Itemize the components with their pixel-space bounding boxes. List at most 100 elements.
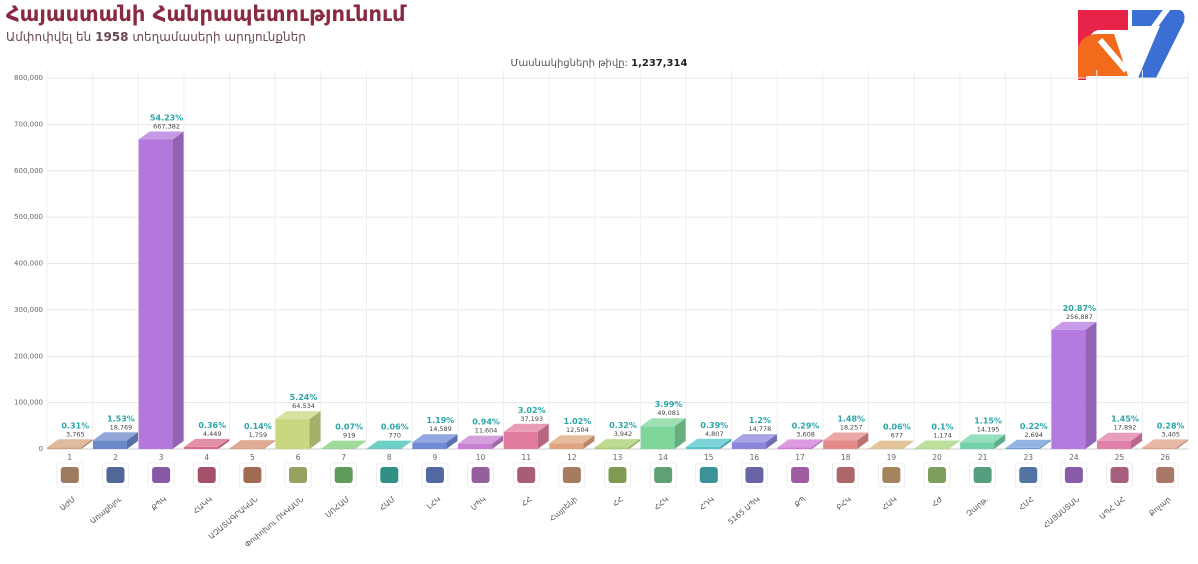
bar	[686, 446, 721, 449]
count-label: 14,195	[977, 425, 1000, 433]
bar	[731, 442, 766, 449]
category-number: 19	[887, 453, 897, 462]
bar-group: 0.28%3,405 26 Քոչար	[1142, 421, 1188, 518]
bar-group: 0.32%3,942 13 ՀՀ	[595, 421, 640, 508]
bar	[960, 442, 995, 449]
bar	[47, 447, 82, 449]
bar-top	[868, 440, 914, 449]
category-name: ԲՀԿ	[835, 495, 853, 512]
bar-top	[960, 434, 1006, 443]
bar-top	[366, 440, 412, 449]
percent-label: 0.39%	[700, 421, 728, 430]
percent-label: 20.87%	[1063, 304, 1096, 313]
category-name: ՔՊԿ	[149, 495, 168, 513]
bar-top	[458, 435, 504, 444]
count-label: 2,694	[1024, 431, 1043, 439]
stars-banner-logo-icon	[1014, 462, 1042, 488]
category-name: ԼՀԿ	[425, 495, 442, 511]
gold-emblem-logo-icon	[1151, 462, 1179, 488]
checkmark-logo-icon	[1074, 4, 1186, 80]
bar	[229, 448, 264, 449]
category-name: ՀԱՅԱՍՏԱՆ	[1041, 494, 1081, 530]
subtitle-count: 1958	[95, 30, 129, 44]
category-name: Առաքելու	[88, 494, 123, 525]
orange-square-logo-icon	[56, 462, 84, 488]
brand-logo	[1068, 0, 1192, 84]
bar-top	[1142, 439, 1188, 448]
bar-top	[914, 440, 960, 449]
count-label: 4,449	[203, 430, 222, 438]
bar	[595, 447, 629, 449]
bar-top	[731, 434, 777, 443]
category-number: 25	[1115, 453, 1125, 462]
star-logo-icon	[284, 462, 312, 488]
percent-label: 54.23%	[150, 114, 183, 123]
count-label: 3,942	[614, 430, 633, 438]
category-number: 4	[204, 453, 209, 462]
bar-side	[81, 439, 93, 449]
bar-top	[1097, 432, 1143, 441]
bar-side	[902, 440, 914, 449]
percent-label: 1.53%	[107, 414, 135, 423]
bar	[138, 139, 173, 450]
count-label: 18,769	[110, 423, 133, 431]
bar-side	[1039, 439, 1051, 449]
bar-group: 3.99%49,081 14 ՀՀԿ	[640, 400, 686, 512]
y-tick-label: 700,000	[14, 120, 43, 128]
bar-top	[823, 432, 869, 441]
percent-label: 5.24%	[290, 393, 318, 402]
bar-group: 0.06%677 19 ՀԱԿ	[868, 423, 914, 512]
count-label: 11,604	[475, 427, 498, 435]
bar-group: 1.15%14,195 21 Զարթ.	[960, 416, 1006, 518]
category-number: 15	[704, 453, 714, 462]
bar-top	[1005, 439, 1051, 448]
bar-group: 0.1%1,174 20 ՀԺ	[914, 422, 960, 509]
y-tick-label: 100,000	[14, 399, 43, 407]
voters-label: Մասնակիցների թիվը:	[510, 58, 628, 69]
bar-top	[229, 440, 275, 449]
logo-mark	[471, 467, 490, 483]
bar	[1142, 447, 1177, 449]
bar	[184, 446, 219, 449]
bar	[1051, 329, 1086, 449]
count-label: 37,193	[520, 415, 543, 423]
chart-header: Հայաստանի Հանրապետությունում Ամփոփվել են…	[6, 2, 406, 45]
chart-subtitle: Ամփոփվել են 1958 տեղամասերի արդյունքներ	[6, 29, 406, 45]
purple-banner-logo-icon	[421, 462, 449, 488]
category-number: 17	[795, 453, 805, 462]
chart-title: Հայաստանի Հանրապետությունում	[6, 2, 406, 26]
bar-group: 20.87%256,887 24 ՀԱՅԱՍՏԱՆ	[1041, 304, 1097, 530]
count-label: 12,504	[566, 426, 589, 434]
logo-mark	[654, 467, 673, 483]
percent-label: 1.15%	[974, 416, 1002, 425]
count-label: 1,759	[249, 431, 268, 439]
logo-mark	[745, 467, 764, 483]
bar-group: 0.31%3,765 1 ԱԺՄ	[47, 421, 93, 513]
percent-label: 0.06%	[883, 423, 911, 432]
category-number: 1	[67, 453, 72, 462]
count-label: 18,257	[840, 424, 863, 432]
flag-logo-icon	[604, 462, 631, 488]
bar-side	[857, 432, 869, 449]
percent-label: 0.06%	[381, 423, 409, 432]
voters-value: 1,237,314	[631, 58, 688, 69]
percent-label: 0.31%	[61, 421, 89, 430]
count-label: 770	[389, 432, 401, 440]
percent-label: 0.94%	[472, 418, 500, 427]
flower-logo-icon	[558, 462, 586, 488]
count-label: 3,608	[796, 430, 815, 438]
logo-mark	[106, 467, 125, 483]
bar-side	[537, 423, 549, 449]
bar-group: 1.48%18,257 18 ԲՀԿ	[823, 415, 869, 512]
bar-side	[446, 434, 458, 449]
count-label: 3,405	[1161, 430, 1180, 438]
y-tick-label: 800,000	[14, 74, 43, 82]
count-label: 49,081	[657, 409, 680, 417]
percent-label: 0.14%	[244, 422, 272, 431]
bar-side	[948, 440, 960, 449]
bar-group: 1.2%14,778 16 5165 ԱՊԿ	[726, 416, 777, 526]
voters-line: Մասնակիցների թիվը: 1,237,314	[0, 58, 1198, 69]
bar-top	[777, 439, 823, 448]
bar-side	[1176, 439, 1188, 449]
